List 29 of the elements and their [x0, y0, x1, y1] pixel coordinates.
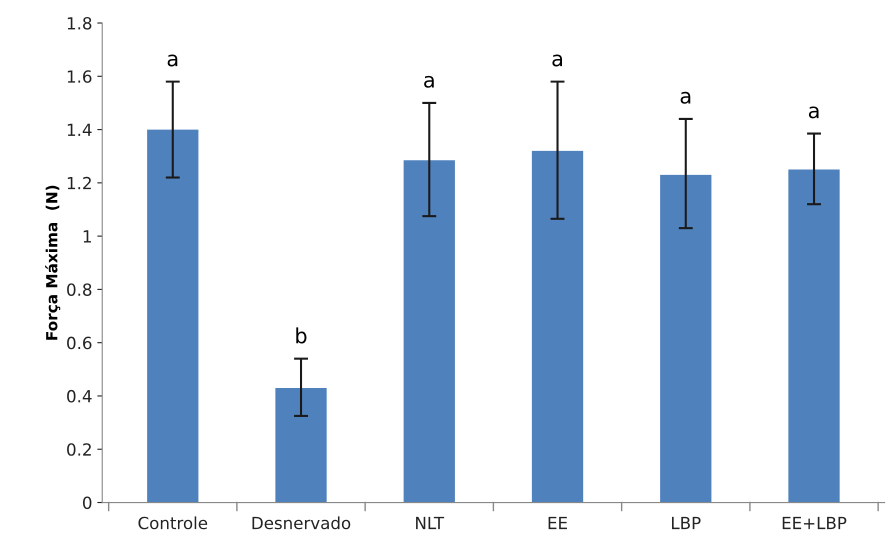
annotation: b	[296, 327, 306, 344]
y-tick-label: 1	[84, 230, 91, 242]
bar	[147, 130, 198, 503]
y-tick-label: 1.8	[68, 16, 92, 30]
x-tick-label: LBP	[672, 516, 701, 530]
x-tick-label: EE	[548, 516, 567, 530]
bar	[660, 174, 712, 503]
y-tick-label: 0.8	[67, 283, 92, 296]
annotation: a	[424, 76, 434, 88]
y-tick-label: 0.6	[67, 336, 92, 350]
x-tick-label: Desnervado	[252, 516, 350, 530]
y-tick-label: 0.4	[67, 390, 92, 403]
y-tick-label: 0	[83, 496, 92, 510]
annotation: a	[552, 54, 562, 66]
y-tick-label: 1.6	[68, 70, 92, 83]
y-tick-label: 1.2	[68, 176, 91, 190]
y-axis-title: Força Máxima (N)	[45, 186, 60, 340]
bar	[404, 160, 455, 503]
bar	[788, 170, 840, 503]
x-tick-label: NLT	[416, 516, 444, 530]
annotation: a	[168, 54, 178, 66]
x-tick-label: EE+LBP	[782, 516, 846, 530]
x-tick-label: Controle	[138, 516, 208, 530]
y-tick-label: 1.4	[68, 124, 92, 136]
y-tick-label: 0.2	[67, 443, 91, 456]
bar	[275, 388, 327, 503]
annotation: a	[808, 106, 819, 118]
bar	[532, 150, 584, 503]
annotation: a	[680, 92, 690, 104]
